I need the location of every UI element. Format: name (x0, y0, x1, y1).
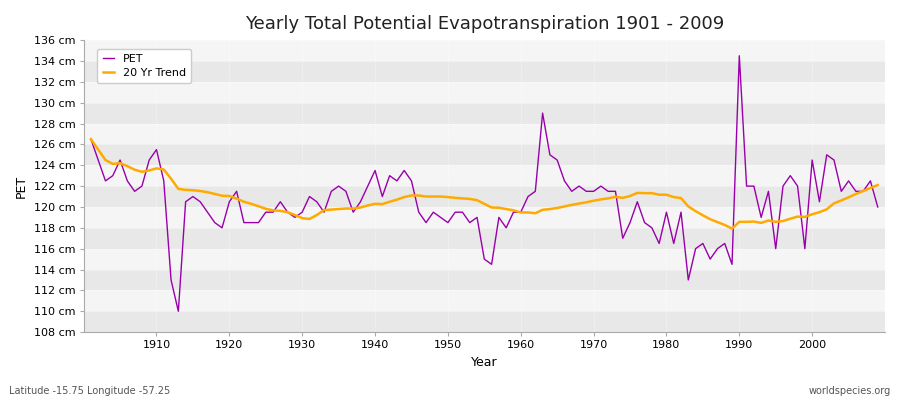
20 Yr Trend (726, 226, 737, 231)
Bar (84, 228, 885, 249)
Bar (84, 61, 885, 82)
PET (86, 137, 96, 142)
X-axis label: Year: Year (471, 356, 498, 369)
PET (356, 199, 366, 204)
PET (734, 53, 744, 58)
Line: 20 Yr Trend: 20 Yr Trend (91, 139, 878, 229)
Bar (84, 311, 885, 332)
Bar (84, 186, 885, 207)
Bar (84, 290, 885, 311)
Bar (84, 207, 885, 228)
Legend: PET, 20 Yr Trend: PET, 20 Yr Trend (97, 48, 192, 83)
Y-axis label: PET: PET (15, 174, 28, 198)
Bar (84, 82, 885, 103)
PET (173, 309, 184, 314)
Title: Yearly Total Potential Evapotranspiration 1901 - 2009: Yearly Total Potential Evapotranspiratio… (245, 15, 724, 33)
20 Yr Trend (508, 208, 519, 213)
Bar (84, 165, 885, 186)
Bar (84, 103, 885, 124)
PET (523, 194, 534, 199)
PET (311, 199, 322, 204)
20 Yr Trend (872, 183, 883, 188)
20 Yr Trend (144, 168, 155, 173)
20 Yr Trend (304, 216, 315, 221)
PET (144, 158, 155, 162)
Text: worldspecies.org: worldspecies.org (809, 386, 891, 396)
20 Yr Trend (347, 206, 358, 211)
PET (872, 204, 883, 209)
PET (610, 189, 621, 194)
Bar (84, 124, 885, 144)
20 Yr Trend (516, 210, 526, 215)
PET (516, 210, 526, 214)
20 Yr Trend (86, 137, 96, 142)
Bar (84, 144, 885, 165)
Bar (84, 40, 885, 61)
Bar (84, 249, 885, 270)
Text: Latitude -15.75 Longitude -57.25: Latitude -15.75 Longitude -57.25 (9, 386, 170, 396)
20 Yr Trend (603, 196, 614, 201)
Bar (84, 270, 885, 290)
Line: PET: PET (91, 56, 878, 311)
